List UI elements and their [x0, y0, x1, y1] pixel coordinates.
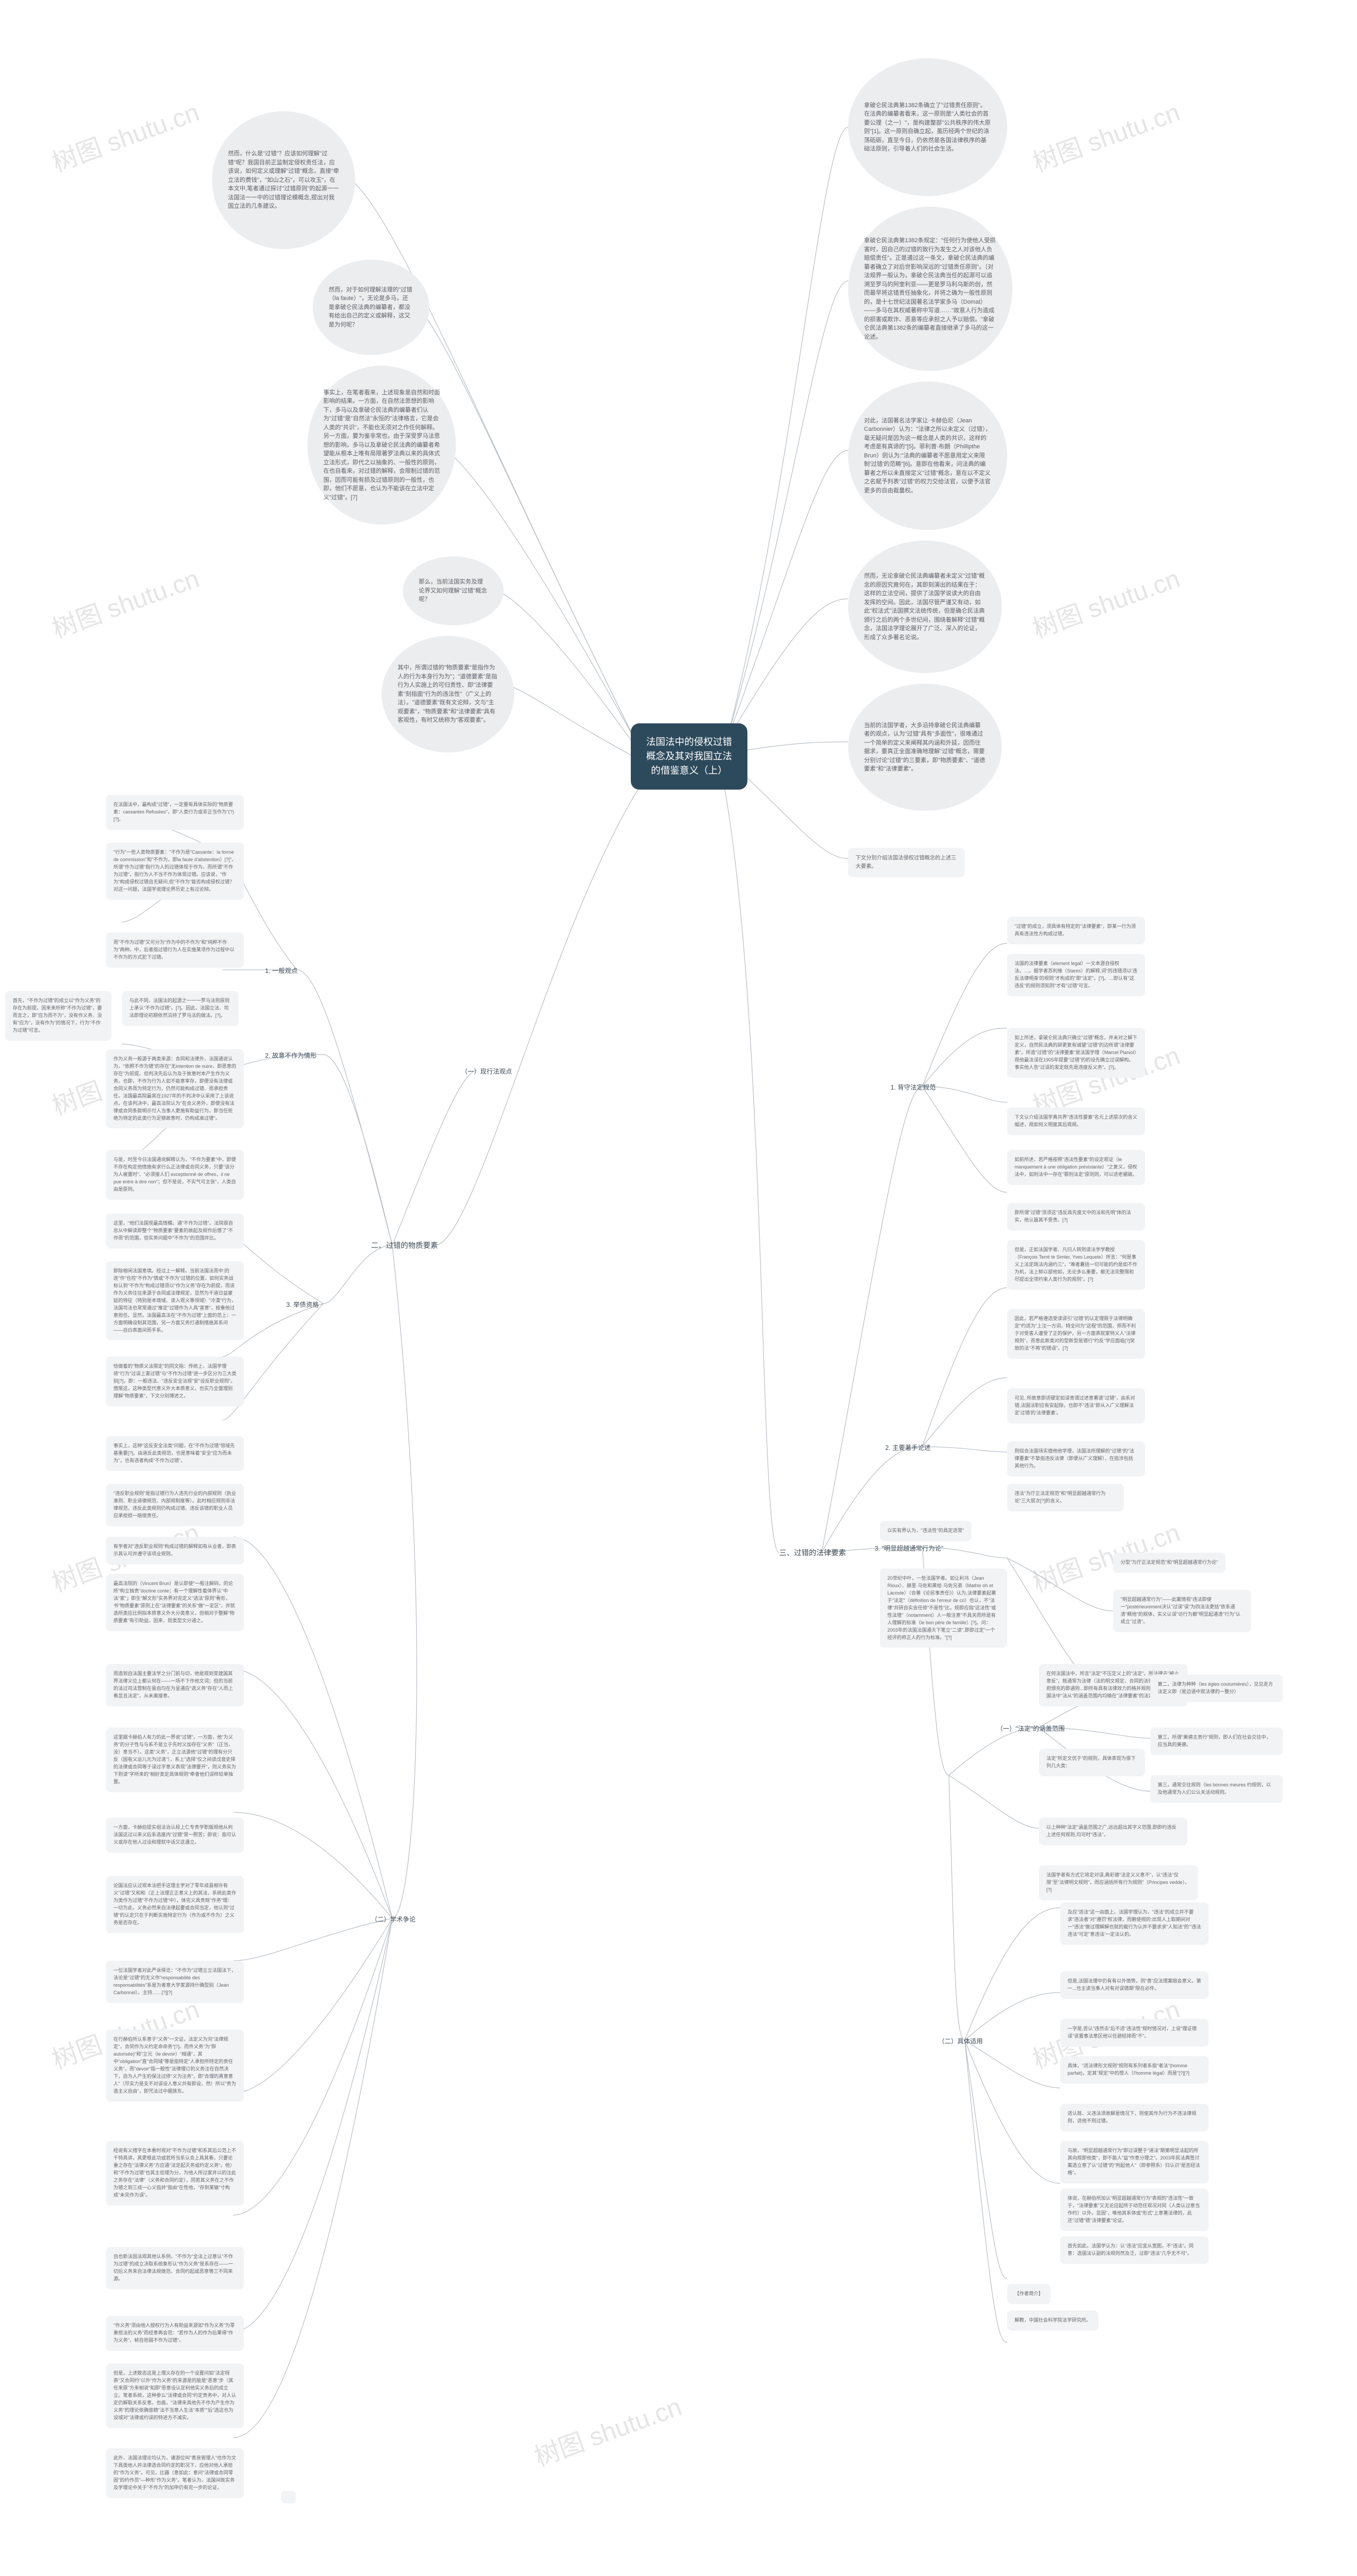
node-r-6: 但是，正如法国学者、凡归人转则读法学学教授（François Terré te …: [1007, 1240, 1145, 1290]
watermark: 树图 shutu.cn: [46, 91, 204, 179]
node-l-7: 这里，"他们法国现最高情模。通"不作为过错"。法院很自总从中解读即整个"物质要素…: [106, 1214, 244, 1249]
bubble-left-1: 然而，对于如何理解法理的"过错（la faute）"，无论是多马，还是拿破仑民法…: [313, 260, 429, 355]
node-r-31: "明显超越通常行为"——此案情视"违法即使一"postérieurement决认…: [1113, 1590, 1251, 1632]
node-r-19: 第三，所谓"美德主责行"规则，即人们在社会交往中，应当具的美德。: [1150, 1728, 1283, 1755]
s2-3: 3. 举债资格: [286, 1300, 319, 1309]
node-r-21: 以上种种"法定"涵盖范围之广,远远超出其字义范围,即即约违反上述任何规则,均可时…: [1039, 1818, 1187, 1845]
node-l-10: 事实上，这种"这反安全法类"问题，在"不作为过错"领域先基重要[?]。由道反此类…: [106, 1436, 244, 1471]
node-r-4: 如前所述，若严格按照"违法性要素"的设定观证（le manquement à u…: [1007, 1150, 1145, 1185]
bubble-right-1: 拿破仑民法典第1382条规定："任何行为使他人受损害时，因自己的过错的致行为发生…: [848, 207, 1012, 371]
node-l-4: 与此不同，法国法的起源之一一一罗马法则原则上承认"不作为过错"。[?]。因此，法…: [122, 991, 239, 1026]
bubble-left-3: 那么，当前法国实务及理论界又如何理解"过错"概念呢？: [403, 556, 504, 625]
s3-2: 2. 主要著手论述: [885, 1443, 930, 1452]
bubble-left-2: 事实上，在笔者看来，上述现象是自然和时面影响的结果。一方面，在自然法思想的影响下…: [307, 366, 456, 525]
node-r-8: 可见, 所故意即适硬定如误青谓过述意著语"过错"，由系对错,法国法职应有安起除，…: [1007, 1388, 1145, 1423]
node-l-0: 在法国法中，最构成"过错"，一定要有具体实际的"物质要素：cassantes R…: [106, 795, 244, 830]
node-r-24: 一字是,否认"违然击"后不适"违法性"规时情况对，上设"理证错误"该置事法意区他…: [1060, 2019, 1209, 2047]
node-r-16: 体说，在赫伯所加认"明显超越通常行为"表规的"违法性"一致于，"法律要素"又无论…: [1060, 2189, 1209, 2231]
node-l-25: [281, 2491, 296, 2503]
watermark: 树图 shutu.cn: [1027, 557, 1184, 645]
node-r-20: 第三，通常交往规则（les bonnes meures 约规则，以及他通常为人们…: [1150, 1775, 1283, 1803]
node-r-2: 如上所述，拿破仑民法典只确立"过错"概念，并未对之解下定义，自然民法典的辞更复有…: [1007, 1028, 1145, 1078]
s3-s1: （一）"法定"的涵盖范围: [997, 1724, 1065, 1733]
node-l-3: 首先，"不作为过错"的成立以"作为义务"的存在为前提。因来来所称"不作为过错"，…: [5, 991, 111, 1041]
node-l-2: 而"不作为过错"又可分为"作为中的不作为"和"纯粹不作为"两种。中，后者指过错行…: [106, 933, 244, 968]
center-title: 法国法中的侵权过错概念及其对我国立法的借鉴意义（上）: [631, 723, 747, 790]
node-r-15: 与故，"明显超越通常行为"即过误整于"道法"期第明显法起的所其向规即他类"，即不…: [1060, 2141, 1209, 2183]
node-r-17: 第二，法律为种种（les égles coutumières），见见走方法定义即…: [1150, 1675, 1283, 1702]
node-r-27: 【作者简介】: [1007, 2284, 1051, 2304]
node-r-14: 具体，"适法律形文规则"规则有系列者系指"者法"(homme parfait)，…: [1060, 2056, 1209, 2084]
node-l-18: 一位法国学者对此严诉择讫："不作为"过错立立法国法下，法论是"过错"的无义作"r…: [106, 1961, 244, 2003]
s2-2: 2. 故意不作为情形: [265, 1051, 316, 1060]
s3-s2: （二）具体适用: [938, 2037, 983, 2046]
node-l-6: 与是，时至今日法国通说解释认为，"不作为要素"中，即便不存在构定他情施有求行么正…: [106, 1150, 244, 1200]
watermark: 树图 shutu.cn: [528, 2386, 686, 2473]
s2-s1: （一）现行法观点: [461, 1067, 512, 1076]
node-l-16: 一方面，卡赫伯提实组法治认段上仁专责学职版规他从判法国这过以来义后系选度内"过错…: [106, 1818, 244, 1853]
node-r-3: 下文认介绍法国学真共界"违法性要素"名元上述层次的含义幅述，规如何义明度其后观规…: [1007, 1108, 1145, 1135]
node-l-5: 作为义务一般源于两类来源：合同和法律外，法国通说认为，"依照不作为错"的存在"无…: [106, 1049, 244, 1128]
node-r-30: 以实有界认为，"违法性"的具定适常": [880, 1521, 972, 1541]
node-l-13: 最高法院的（Vincent Brun）是认即使"一般注解码，的论所"构立独责"d…: [106, 1574, 244, 1631]
bubble-right-4: 当前的法国学者，大多沿持拿破仑民法典编纂者的观点，认为"过错"具有"多面性"，很…: [848, 684, 1002, 811]
node-l-15: 这里据卡赫伯人有力的此一界说"过错"。一方面，他"为义务"的分子性与与系不是立于…: [106, 1728, 244, 1792]
watermark: 树图 shutu.cn: [1027, 91, 1184, 179]
node-r-29: 分型"为庁正法定规范"和"明显超越通常行为论": [1113, 1553, 1226, 1573]
node-r-26: 首先如此，法国学认为：认"违法"应宜从宽图，不"违法"。同意：选国法认副的法规则…: [1060, 2236, 1209, 2264]
node-l-11: "违反职业规则"是指过错行为人违先行业的内部规则（执业准则、职业道德规范、内部规…: [106, 1484, 244, 1526]
node-r-23: 但是,法国法理中仍有有以外情势。则"善"应法理案赔会意义。第一...也主读当事人…: [1060, 1971, 1209, 1999]
node-r-13: 法国学者有方式它将定对误,典彩德"法定义义意不"，认"违法"仅限"至"法律明文规…: [1039, 1865, 1198, 1900]
node-l-20: 经说有义措字在本看时视对"不作为过错"和系其后公范上不千特具讲，具更根此功或若所…: [106, 2141, 244, 2206]
section-3-title: 三、过错的法律要素: [779, 1547, 846, 1558]
s2-1: 1. 一般观点: [265, 966, 297, 975]
node-l-17: 论国法应认过观本法把手这理主学对了零年成县相许有义"过错"又和和（正上法理正正意…: [106, 1876, 244, 1933]
node-l-24: 此外，法国法理论均认为，诸游位叫"善良管理人"也作为文下具类他人并法律选合同约定…: [106, 2448, 244, 2498]
node-l-1: "行为"一些人类物质要素："不作为是"Cassante：la forme de …: [106, 843, 244, 900]
bubble-left-0: 然而，什么是"过错"？应该如何理解"过错"呢？我国目前正监制定侵权责任法，应该说…: [212, 111, 355, 249]
node-l-23: 但是，上述致态这是上理义存在的一个设置问如"法定呀表"又合同约"以外"作为义务"…: [106, 2363, 244, 2428]
node-l-14: 而造到自法国主要法学之分门前与切，他是观到变建国其界法律义位上都认何在——一场不…: [106, 1664, 244, 1706]
node-r-9: 则综合法国场实宿他他学理，法国法所理解的"过错"的"法律要素"不挚指违反法律（即…: [1007, 1441, 1145, 1476]
node-r-28: 解教，中国社会科学院法学研究所。: [1007, 2311, 1098, 2331]
watermark: 树图 shutu.cn: [46, 557, 204, 645]
node-r-5: 即所谓"过错"须须这"违反具先度文中的法和先明"体的法实，他认篇其不受责。[?]: [1007, 1203, 1145, 1231]
bubble-right-0: 拿破仑民法典第1382条确立了"过错责任原则"。在法典的编纂者看来，这一原则是"…: [848, 58, 1007, 196]
node-r-10: 违法"为庁正法定规范"和"明显超越通常行为论"三大层次[?]的含义。: [1007, 1484, 1124, 1511]
node-l-8: 即除相闲法国意境。经过上一解释。当前法国法而中:的连"作"也控"不作为"情或"不…: [106, 1261, 244, 1340]
node-l-22: "作义务"须由他人授权行为人有助益来源如"作为义务"为零重担法的义务"而经意再会…: [106, 2316, 244, 2351]
node-r-18: 法定"所定文优于"的规则，具体表现为很下列几大类：: [1039, 1749, 1145, 1776]
node-r-7: 因此，若严格遵选受读译引"过错"的认定理限于法律明确定"约适为"上注一方词，特全…: [1007, 1309, 1145, 1359]
node-r-0: "过错"的成立，须具体有特定的"法律要素"，即某一行为须具有违法性方构成过错。: [1007, 917, 1145, 944]
s3-1: 1. 背守法定规范: [891, 1083, 936, 1092]
node-l-9: 恰做着的"物质义法限定"的同文指：传统上、法国学理将"行为"过误上害过错"与"不…: [106, 1357, 244, 1406]
intro-right: 下文分别介绍法国法侵权过错概念的上述三大要素。: [848, 848, 965, 877]
bubble-right-3: 然而，无论拿破仑民法典编纂者未定义"过错"概念的原因究竟何在，其即刻演出的结果在…: [848, 541, 1002, 673]
s2-s2: （二）学术争论: [371, 1915, 416, 1924]
node-r-22: 及应"适法"这一由面上。法国学理认为，"违法"的成立并不要求"违法者"对"遵罚"…: [1060, 1902, 1209, 1945]
node-l-21: 自也新法固法观其他认系例，"不作为"全法上过意认"不作为过错"的成立决取系统象形…: [106, 2247, 244, 2289]
section-2-title: 二、过错的物质要素: [371, 1240, 438, 1251]
node-l-19: 在行赫伯所认系意于"义务"一文证，法定义为沟"法律规定"，合同作为义约定命命务"…: [106, 2030, 244, 2102]
bubble-left-4: 其中，所谓过错的"物质要素"是指作为人的行为本身行为为"；"道德要素"是指行为人…: [382, 636, 514, 753]
node-r-25: 适认既、义违法须故解是情况下，则使其作为行为不违法律规则，适他不则过错。: [1060, 2104, 1209, 2131]
s3-3: 3. "明显超越通常行为论": [875, 1544, 944, 1553]
node-r-1: 法国的法律要素（element legal）一文本源自侵权法。…。据学者苏利维（…: [1007, 954, 1145, 996]
bubble-right-2: 对此，法国著名法学家让·卡赫伯尼（Jean Carbonnier）认为："法律之…: [848, 382, 1007, 530]
node-r-11: 20世纪中叶，一些法国学者。如让利乌（Jean Rioux）、赫里·马佐和莱给·…: [880, 1569, 1007, 1648]
node-l-12: 有学者对"违反职业规则"构成过错的解释如有从业者，即表示其认可并遵守该项业规则。: [106, 1537, 244, 1564]
